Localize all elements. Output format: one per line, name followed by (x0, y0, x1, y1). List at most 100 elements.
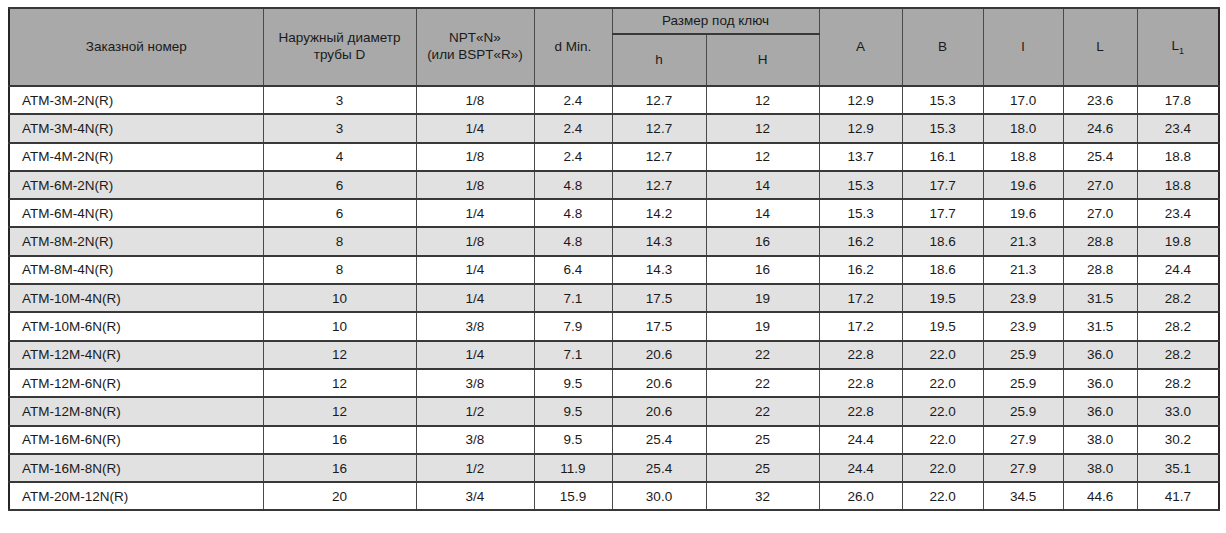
dimension-value-cell: 1/4 (416, 256, 534, 284)
dimension-value-cell: 1/8 (416, 143, 534, 171)
table-body: ATM-3M-2N(R)31/82.412.71212.915.317.023.… (9, 86, 1219, 510)
dimension-value-cell: 11.9 (534, 454, 612, 482)
column-header-outer-diameter: Наружный диаметр трубы D (263, 8, 416, 86)
dimension-value-cell: 2.4 (534, 143, 612, 171)
order-number-cell: ATM-20M-12N(R) (9, 482, 263, 510)
dimension-value-cell: 17.7 (902, 199, 983, 227)
dimension-value-cell: 2.4 (534, 86, 612, 114)
dimension-value-cell: 16.2 (819, 227, 902, 255)
dimension-value-cell: 17.2 (819, 312, 902, 340)
column-header-l-lower: l (983, 8, 1063, 86)
column-header-d-min: d Min. (534, 8, 612, 86)
dimension-value-cell: 1/4 (416, 341, 534, 369)
dimension-value-cell: 25.4 (612, 426, 706, 454)
order-number-cell: ATM-16M-8N(R) (9, 454, 263, 482)
order-number-cell: ATM-6M-4N(R) (9, 199, 263, 227)
dimension-value-cell: 9.5 (534, 426, 612, 454)
dimension-value-cell: 25.9 (983, 397, 1063, 425)
dimension-value-cell: 3/8 (416, 426, 534, 454)
npt-line2: (или BSPT«R») (421, 47, 530, 64)
dimension-value-cell: 12.9 (819, 86, 902, 114)
dimension-value-cell: 7.1 (534, 284, 612, 312)
dimension-value-cell: 19.5 (902, 312, 983, 340)
l1-base: L (1172, 38, 1180, 53)
dimension-value-cell: 8 (263, 227, 416, 255)
dimension-value-cell: 25.9 (983, 369, 1063, 397)
table-row: ATM-10M-4N(R)101/47.117.51917.219.523.93… (9, 284, 1219, 312)
dimension-value-cell: 24.4 (819, 426, 902, 454)
dimension-value-cell: 36.0 (1063, 369, 1137, 397)
dimension-value-cell: 9.5 (534, 369, 612, 397)
dimension-value-cell: 15.3 (819, 171, 902, 199)
dimension-value-cell: 25.4 (1063, 143, 1137, 171)
dimension-value-cell: 31.5 (1063, 312, 1137, 340)
order-number-cell: ATM-6M-2N(R) (9, 171, 263, 199)
dimension-value-cell: 12.7 (612, 143, 706, 171)
dimension-value-cell: 1/4 (416, 284, 534, 312)
table-row: ATM-12M-8N(R)121/29.520.62222.822.025.93… (9, 397, 1219, 425)
table-row: ATM-16M-6N(R)163/89.525.42524.422.027.93… (9, 426, 1219, 454)
dimension-value-cell: 1/8 (416, 86, 534, 114)
dimension-value-cell: 15.3 (902, 86, 983, 114)
dimension-value-cell: 23.6 (1063, 86, 1137, 114)
dimension-value-cell: 27.0 (1063, 199, 1137, 227)
dimension-value-cell: 25.4 (612, 454, 706, 482)
dimension-value-cell: 35.1 (1137, 454, 1219, 482)
dimension-value-cell: 20.6 (612, 397, 706, 425)
dimension-value-cell: 28.2 (1137, 284, 1219, 312)
dimension-value-cell: 16.2 (819, 256, 902, 284)
table-row: ATM-8M-4N(R)81/46.414.31616.218.621.328.… (9, 256, 1219, 284)
dimension-value-cell: 1/2 (416, 454, 534, 482)
dimension-value-cell: 3 (263, 114, 416, 142)
order-number-cell: ATM-12M-6N(R) (9, 369, 263, 397)
dimension-value-cell: 12 (706, 143, 819, 171)
order-number-cell: ATM-10M-6N(R) (9, 312, 263, 340)
l1-subscript: 1 (1179, 45, 1184, 55)
dimension-value-cell: 3/4 (416, 482, 534, 510)
dimension-value-cell: 6 (263, 171, 416, 199)
order-number-cell: ATM-12M-4N(R) (9, 341, 263, 369)
dimension-value-cell: 19.5 (902, 284, 983, 312)
dimension-value-cell: 27.9 (983, 454, 1063, 482)
dimension-value-cell: 4.8 (534, 227, 612, 255)
dimension-value-cell: 22.8 (819, 369, 902, 397)
dimension-value-cell: 17.0 (983, 86, 1063, 114)
table-row: ATM-20M-12N(R)203/415.930.03226.022.034.… (9, 482, 1219, 510)
dimension-value-cell: 18.6 (902, 227, 983, 255)
dimension-value-cell: 19.8 (1137, 227, 1219, 255)
dimension-value-cell: 17.5 (612, 284, 706, 312)
dimension-value-cell: 25.9 (983, 341, 1063, 369)
dimension-value-cell: 22.0 (902, 454, 983, 482)
dimension-value-cell: 14.3 (612, 227, 706, 255)
dimension-value-cell: 14.2 (612, 199, 706, 227)
dimension-value-cell: 32 (706, 482, 819, 510)
dimension-value-cell: 22.0 (902, 482, 983, 510)
dimension-value-cell: 6.4 (534, 256, 612, 284)
dimension-value-cell: 14 (706, 171, 819, 199)
dimension-value-cell: 12.7 (612, 86, 706, 114)
dimension-value-cell: 1/4 (416, 199, 534, 227)
dimension-value-cell: 28.2 (1137, 369, 1219, 397)
dimension-value-cell: 22.0 (902, 397, 983, 425)
table-row: ATM-12M-4N(R)121/47.120.62222.822.025.93… (9, 341, 1219, 369)
column-header-h-lower: h (612, 34, 706, 86)
dimension-value-cell: 18.8 (1137, 171, 1219, 199)
column-header-npt: NPT«N» (или BSPT«R») (416, 8, 534, 86)
table-row: ATM-16M-8N(R)161/211.925.42524.422.027.9… (9, 454, 1219, 482)
dimension-value-cell: 22 (706, 341, 819, 369)
dimension-value-cell: 25 (706, 454, 819, 482)
dimension-value-cell: 22.8 (819, 341, 902, 369)
dimensions-spec-table: Заказной номер Наружный диаметр трубы D … (8, 7, 1220, 511)
dimension-value-cell: 4 (263, 143, 416, 171)
dimension-value-cell: 23.4 (1137, 114, 1219, 142)
dimension-value-cell: 3 (263, 86, 416, 114)
dimension-value-cell: 23.4 (1137, 199, 1219, 227)
dimension-value-cell: 24.4 (819, 454, 902, 482)
dimension-value-cell: 19.6 (983, 199, 1063, 227)
dimension-value-cell: 17.5 (612, 312, 706, 340)
table-row: ATM-6M-4N(R)61/44.814.21415.317.719.627.… (9, 199, 1219, 227)
dimension-value-cell: 22.8 (819, 397, 902, 425)
dimension-value-cell: 16 (263, 426, 416, 454)
dimension-value-cell: 28.8 (1063, 256, 1137, 284)
order-number-cell: ATM-8M-4N(R) (9, 256, 263, 284)
